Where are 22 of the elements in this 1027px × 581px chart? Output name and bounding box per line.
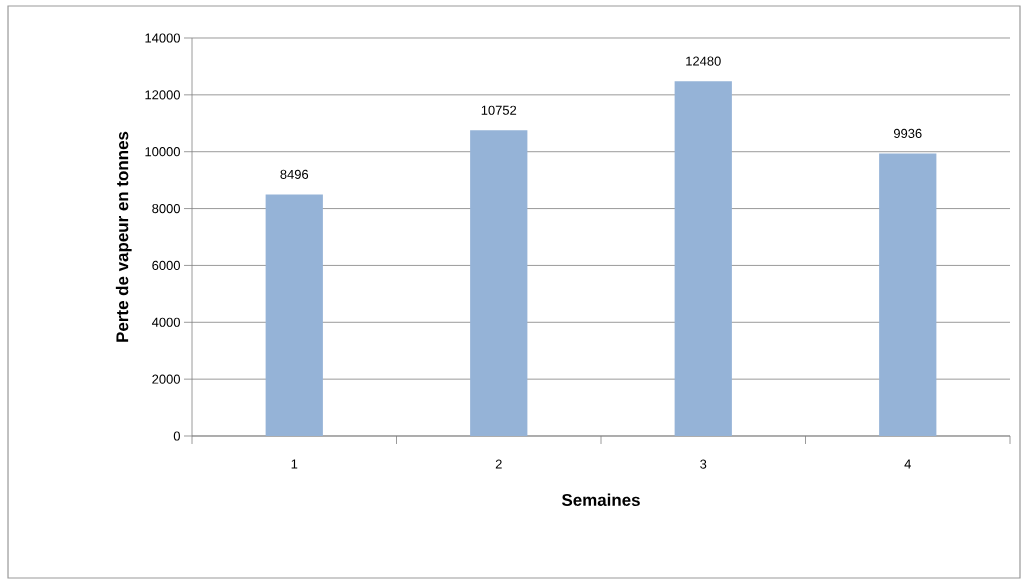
y-tick-label: 4000 [151, 317, 180, 327]
y-axis-title: Perte de vapeur en tonnes [115, 131, 132, 342]
x-tick-label: 1 [291, 459, 298, 469]
data-label: 8496 [280, 169, 309, 179]
data-label: 10752 [481, 105, 517, 115]
bar [265, 194, 323, 436]
x-tick-label: 3 [700, 459, 707, 469]
x-axis-title: Semaines [561, 493, 640, 506]
y-tick-label: 14000 [145, 33, 180, 43]
y-tick-label: 2000 [152, 374, 180, 384]
data-label: 9936 [893, 128, 922, 139]
y-tick-label: 12000 [145, 90, 180, 100]
y-tick-label: 8000 [152, 203, 180, 214]
y-tick-label: 10000 [145, 147, 180, 157]
x-tick-label: 2 [495, 459, 502, 469]
data-label: 12480 [686, 56, 721, 66]
y-tick-label: 0 [173, 431, 180, 441]
bar [879, 153, 937, 436]
bar [470, 130, 528, 436]
y-tick-label: 6000 [152, 260, 180, 271]
x-tick-label: 4 [904, 459, 911, 469]
bar [674, 81, 732, 436]
